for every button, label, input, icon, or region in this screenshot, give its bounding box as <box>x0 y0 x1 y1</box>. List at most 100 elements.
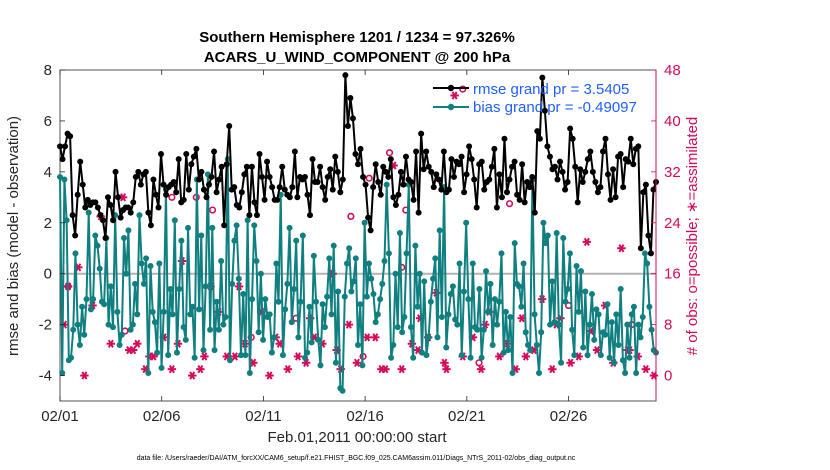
bias-point <box>235 275 242 282</box>
bias-point <box>460 288 467 295</box>
bias-point <box>639 313 646 320</box>
bias-point <box>381 257 388 264</box>
assimilated-stroke <box>372 333 379 342</box>
assimilated-stroke <box>549 365 556 374</box>
bias-point <box>198 232 205 239</box>
rmse-point <box>150 176 157 183</box>
bias-point <box>321 324 328 331</box>
rmse-point <box>625 158 632 165</box>
rmse-point <box>82 204 89 211</box>
rmse-point <box>130 199 137 206</box>
bias-point <box>419 349 426 356</box>
bias-point <box>213 298 220 305</box>
bias-point <box>271 334 278 341</box>
rmse-point <box>365 214 372 221</box>
rmse-point <box>110 217 117 224</box>
bias-point <box>635 321 642 328</box>
rmse-point <box>185 186 192 193</box>
rmse-point <box>59 156 66 163</box>
bias-point <box>118 331 125 338</box>
chart-subtitle: ACARS_U_WIND_COMPONENT @ 200 hPa <box>204 49 511 66</box>
chart-title: Southern Hemisphere 1201 / 1234 = 97.326… <box>199 29 515 46</box>
assimilated-marker <box>495 352 504 361</box>
bias-point <box>251 222 258 229</box>
rmse-point <box>84 196 91 203</box>
rmse-point <box>269 184 276 191</box>
rmse-point <box>94 204 101 211</box>
bias-point <box>189 303 196 310</box>
bias-point <box>564 285 571 292</box>
bias-point <box>606 354 613 361</box>
y-tick-label: -2 <box>39 317 52 334</box>
bias-point <box>427 298 434 305</box>
bias-point <box>608 319 615 326</box>
bias-point <box>370 291 377 298</box>
rmse-point <box>438 186 445 193</box>
assimilated-stroke <box>443 365 450 374</box>
bias-point <box>202 283 209 290</box>
bias-point <box>648 326 655 333</box>
y2-tick-label: 48 <box>664 62 681 79</box>
rmse-point <box>433 171 440 178</box>
rmse-point <box>599 148 606 155</box>
bias-point <box>445 311 452 318</box>
rmse-point <box>317 163 324 170</box>
rmse-point <box>344 123 351 130</box>
assimilated-marker <box>450 91 459 100</box>
bias-point <box>138 260 145 267</box>
bias-point <box>330 242 337 249</box>
rmse-point <box>135 168 142 175</box>
rmse-point <box>198 168 205 175</box>
bias-point <box>368 275 375 282</box>
assimilated-marker <box>265 371 274 380</box>
y2-tick-label: 0 <box>664 368 672 385</box>
y2-tick-label: 40 <box>664 113 681 130</box>
rmse-point <box>602 135 609 142</box>
assimilated-marker <box>521 352 531 361</box>
rmse-point <box>385 173 392 180</box>
rmse-point <box>213 189 220 196</box>
bias-point <box>463 219 470 226</box>
assimilated-marker <box>283 365 293 374</box>
bias-point <box>76 341 83 348</box>
rmse-point <box>402 153 409 160</box>
rmse-point <box>243 163 250 170</box>
rmse-point <box>226 123 233 130</box>
bias-point <box>410 354 417 361</box>
rmse-point <box>375 179 382 186</box>
assimilated-stroke <box>575 352 582 361</box>
bias-point <box>185 224 192 231</box>
bias-point <box>326 255 333 262</box>
bias-point <box>233 222 240 229</box>
rmse-point <box>640 189 647 196</box>
assimilated-stroke <box>81 371 88 380</box>
bias-point <box>628 311 635 318</box>
y-tick-label: 6 <box>44 113 52 130</box>
bias-point <box>407 324 414 331</box>
bias-point <box>262 296 269 303</box>
bias-point <box>577 268 584 275</box>
rmse-point <box>309 156 316 163</box>
bias-point <box>646 303 653 310</box>
assimilated-stroke <box>266 371 273 380</box>
assimilated-marker <box>133 339 142 348</box>
bias-point <box>509 369 516 376</box>
bias-point <box>352 255 359 262</box>
footnote: data file: /Users/raeder/DAI/ATM_forcXX/… <box>137 455 576 462</box>
assimilated-stroke <box>142 365 149 374</box>
rmse-point <box>511 158 518 165</box>
rmse-point <box>577 166 584 173</box>
bias-point <box>176 285 183 292</box>
rmse-point <box>301 173 308 180</box>
rmse-point <box>516 196 523 203</box>
bias-point <box>257 270 264 277</box>
assimilated-stroke <box>522 352 529 361</box>
bias-point <box>361 219 368 226</box>
bias-point <box>584 352 591 359</box>
bias-point <box>273 260 280 267</box>
bias-point <box>555 321 562 328</box>
rmse-point <box>491 145 498 152</box>
assimilated-stroke <box>398 365 405 374</box>
rmse-point <box>501 135 508 142</box>
